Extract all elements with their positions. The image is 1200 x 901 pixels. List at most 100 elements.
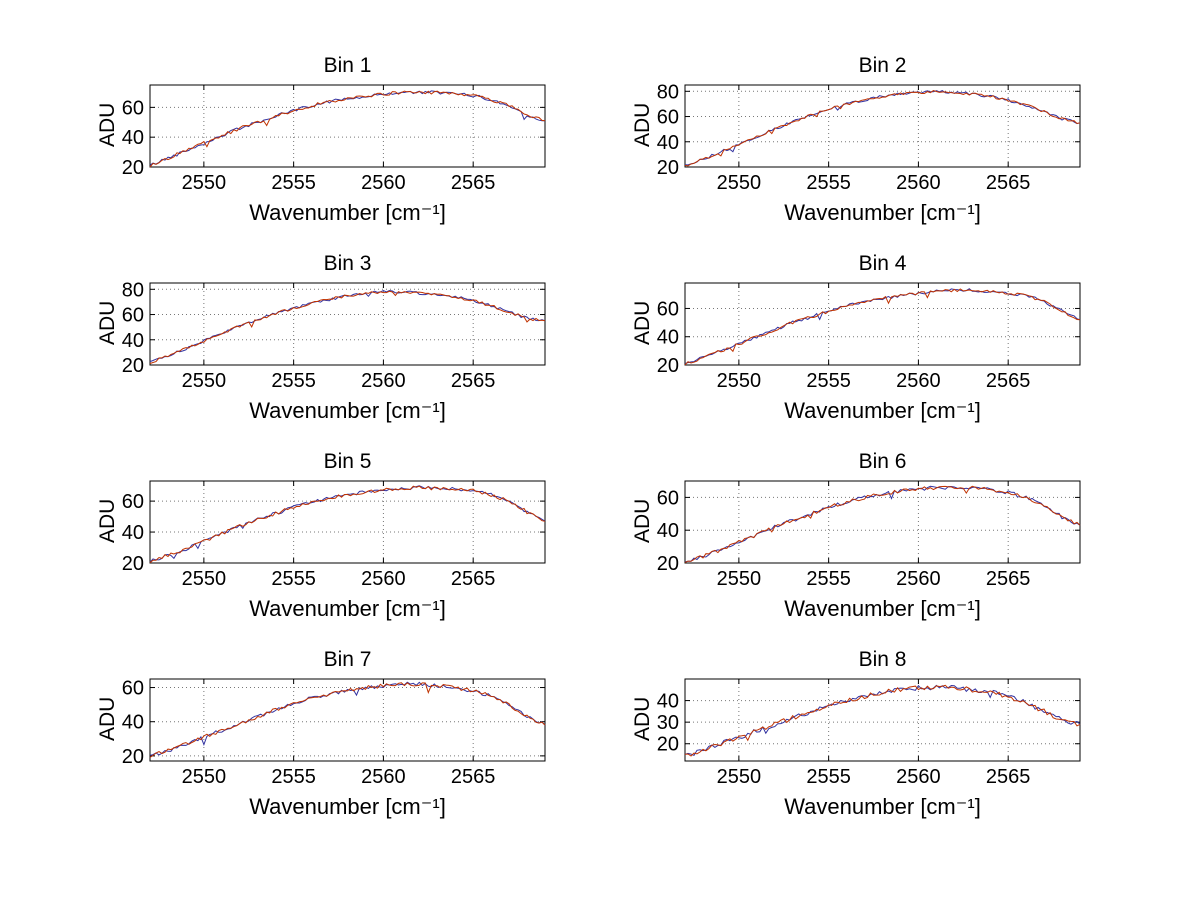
- y-axis-label: ADU: [631, 696, 654, 742]
- subplot-grid: Bin 1 ADU 2550 2555 2560 2565 20 40 60 Wavenum…: [40, 52, 1095, 828]
- x-axis-label: Wavenumber [cm⁻¹]: [249, 398, 446, 423]
- svg-text:2560: 2560: [896, 172, 941, 194]
- svg-text:20: 20: [657, 355, 679, 377]
- svg-text:2550: 2550: [182, 568, 227, 590]
- chart-canvas: 2550 2555 2560 2565 20 40 60: [657, 282, 1081, 392]
- svg-text:40: 40: [122, 522, 144, 544]
- chart-canvas: 2550 2555 2560 2565 20 40 60: [122, 678, 546, 788]
- svg-text:30: 30: [657, 712, 679, 734]
- y-axis-label: ADU: [631, 300, 654, 346]
- x-axis-label: Wavenumber [cm⁻¹]: [249, 596, 446, 621]
- y-axis-label: ADU: [96, 102, 119, 148]
- svg-text:2565: 2565: [986, 568, 1031, 590]
- x-axis-label: Wavenumber [cm⁻¹]: [249, 794, 446, 819]
- svg-text:2550: 2550: [717, 172, 762, 194]
- x-axis-label: Wavenumber [cm⁻¹]: [784, 794, 981, 819]
- subplot-bin-8: Bin 8 ADU 2550 2555 2560 2565 20 30 40 Wavenum…: [575, 646, 1095, 828]
- svg-text:80: 80: [122, 280, 144, 301]
- chart-canvas: 2550 2555 2560 2565 20 40 60: [122, 480, 546, 590]
- svg-text:80: 80: [657, 82, 679, 103]
- svg-text:60: 60: [122, 491, 144, 513]
- svg-text:2550: 2550: [717, 370, 762, 392]
- svg-text:2555: 2555: [806, 766, 851, 788]
- svg-text:2560: 2560: [361, 370, 406, 392]
- svg-text:2565: 2565: [986, 370, 1031, 392]
- svg-text:2565: 2565: [451, 370, 496, 392]
- subplot-title: Bin 3: [323, 252, 372, 275]
- x-axis-label: Wavenumber [cm⁻¹]: [249, 200, 446, 225]
- svg-text:2550: 2550: [717, 568, 762, 590]
- x-axis-label: Wavenumber [cm⁻¹]: [784, 200, 981, 225]
- svg-text:20: 20: [122, 553, 144, 575]
- svg-text:2565: 2565: [451, 766, 496, 788]
- subplot-bin-4: Bin 4 ADU 2550 2555 2560 2565 20 40 60 Wavenum…: [575, 250, 1095, 432]
- subplot-title: Bin 7: [323, 648, 372, 671]
- svg-text:2560: 2560: [361, 172, 406, 194]
- subplot-bin-6: Bin 6 ADU 2550 2555 2560 2565 20 40 60 Wavenum…: [575, 448, 1095, 630]
- svg-text:2555: 2555: [806, 370, 851, 392]
- svg-text:20: 20: [657, 157, 679, 179]
- svg-text:40: 40: [122, 712, 144, 734]
- subplot-bin-2: Bin 2 ADU 2550 2555 2560 2565 20 40 60 80 Waven…: [575, 52, 1095, 234]
- y-axis-label: ADU: [631, 498, 654, 544]
- svg-text:20: 20: [657, 553, 679, 575]
- svg-text:2560: 2560: [361, 766, 406, 788]
- svg-text:2550: 2550: [182, 172, 227, 194]
- svg-text:60: 60: [122, 97, 144, 119]
- svg-text:40: 40: [657, 691, 679, 713]
- svg-text:2565: 2565: [986, 766, 1031, 788]
- chart-canvas: 2550 2555 2560 2565 20 40 60: [657, 480, 1081, 590]
- subplot-title: Bin 8: [858, 648, 907, 671]
- svg-text:2555: 2555: [271, 568, 316, 590]
- svg-text:20: 20: [122, 157, 144, 179]
- svg-text:2555: 2555: [806, 568, 851, 590]
- subplot-title: Bin 2: [858, 54, 907, 77]
- y-axis-label: ADU: [96, 498, 119, 544]
- subplot-title: Bin 4: [858, 252, 907, 275]
- svg-text:60: 60: [657, 487, 679, 509]
- svg-text:40: 40: [122, 127, 144, 149]
- svg-text:40: 40: [122, 330, 144, 352]
- chart-canvas: 2550 2555 2560 2565 20 40 60 80: [122, 280, 546, 392]
- svg-text:20: 20: [657, 734, 679, 756]
- svg-text:2565: 2565: [451, 568, 496, 590]
- x-axis-label: Wavenumber [cm⁻¹]: [784, 596, 981, 621]
- svg-text:2560: 2560: [896, 766, 941, 788]
- svg-text:2550: 2550: [717, 766, 762, 788]
- subplot-title: Bin 6: [858, 450, 907, 473]
- svg-text:2555: 2555: [271, 172, 316, 194]
- svg-text:2555: 2555: [271, 766, 316, 788]
- y-axis-label: ADU: [96, 696, 119, 742]
- svg-text:60: 60: [657, 298, 679, 320]
- svg-text:2555: 2555: [271, 370, 316, 392]
- svg-text:60: 60: [122, 305, 144, 327]
- svg-text:2565: 2565: [986, 172, 1031, 194]
- svg-text:40: 40: [657, 520, 679, 542]
- svg-text:20: 20: [122, 746, 144, 768]
- svg-text:2565: 2565: [451, 172, 496, 194]
- svg-text:60: 60: [657, 107, 679, 129]
- subplot-bin-1: Bin 1 ADU 2550 2555 2560 2565 20 40 60 Wavenum…: [40, 52, 560, 234]
- chart-canvas: 2550 2555 2560 2565 20 40 60: [122, 84, 546, 194]
- svg-text:2560: 2560: [896, 568, 941, 590]
- subplot-bin-7: Bin 7 ADU 2550 2555 2560 2565 20 40 60 Wavenum…: [40, 646, 560, 828]
- svg-text:2560: 2560: [361, 568, 406, 590]
- y-axis-label: ADU: [96, 300, 119, 346]
- svg-text:2550: 2550: [182, 766, 227, 788]
- svg-text:2560: 2560: [896, 370, 941, 392]
- svg-text:20: 20: [122, 355, 144, 377]
- y-axis-label: ADU: [631, 102, 654, 148]
- svg-text:60: 60: [122, 678, 144, 700]
- subplot-bin-3: Bin 3 ADU 2550 2555 2560 2565 20 40 60 80 Waven…: [40, 250, 560, 432]
- subplot-title: Bin 5: [323, 450, 372, 473]
- chart-canvas: 2550 2555 2560 2565 20 40 60 80: [657, 82, 1081, 194]
- subplot-bin-5: Bin 5 ADU 2550 2555 2560 2565 20 40 60 Wavenum…: [40, 448, 560, 630]
- svg-text:40: 40: [657, 327, 679, 349]
- svg-text:40: 40: [657, 132, 679, 154]
- svg-text:2555: 2555: [806, 172, 851, 194]
- x-axis-label: Wavenumber [cm⁻¹]: [784, 398, 981, 423]
- subplot-title: Bin 1: [323, 54, 372, 77]
- svg-text:2550: 2550: [182, 370, 227, 392]
